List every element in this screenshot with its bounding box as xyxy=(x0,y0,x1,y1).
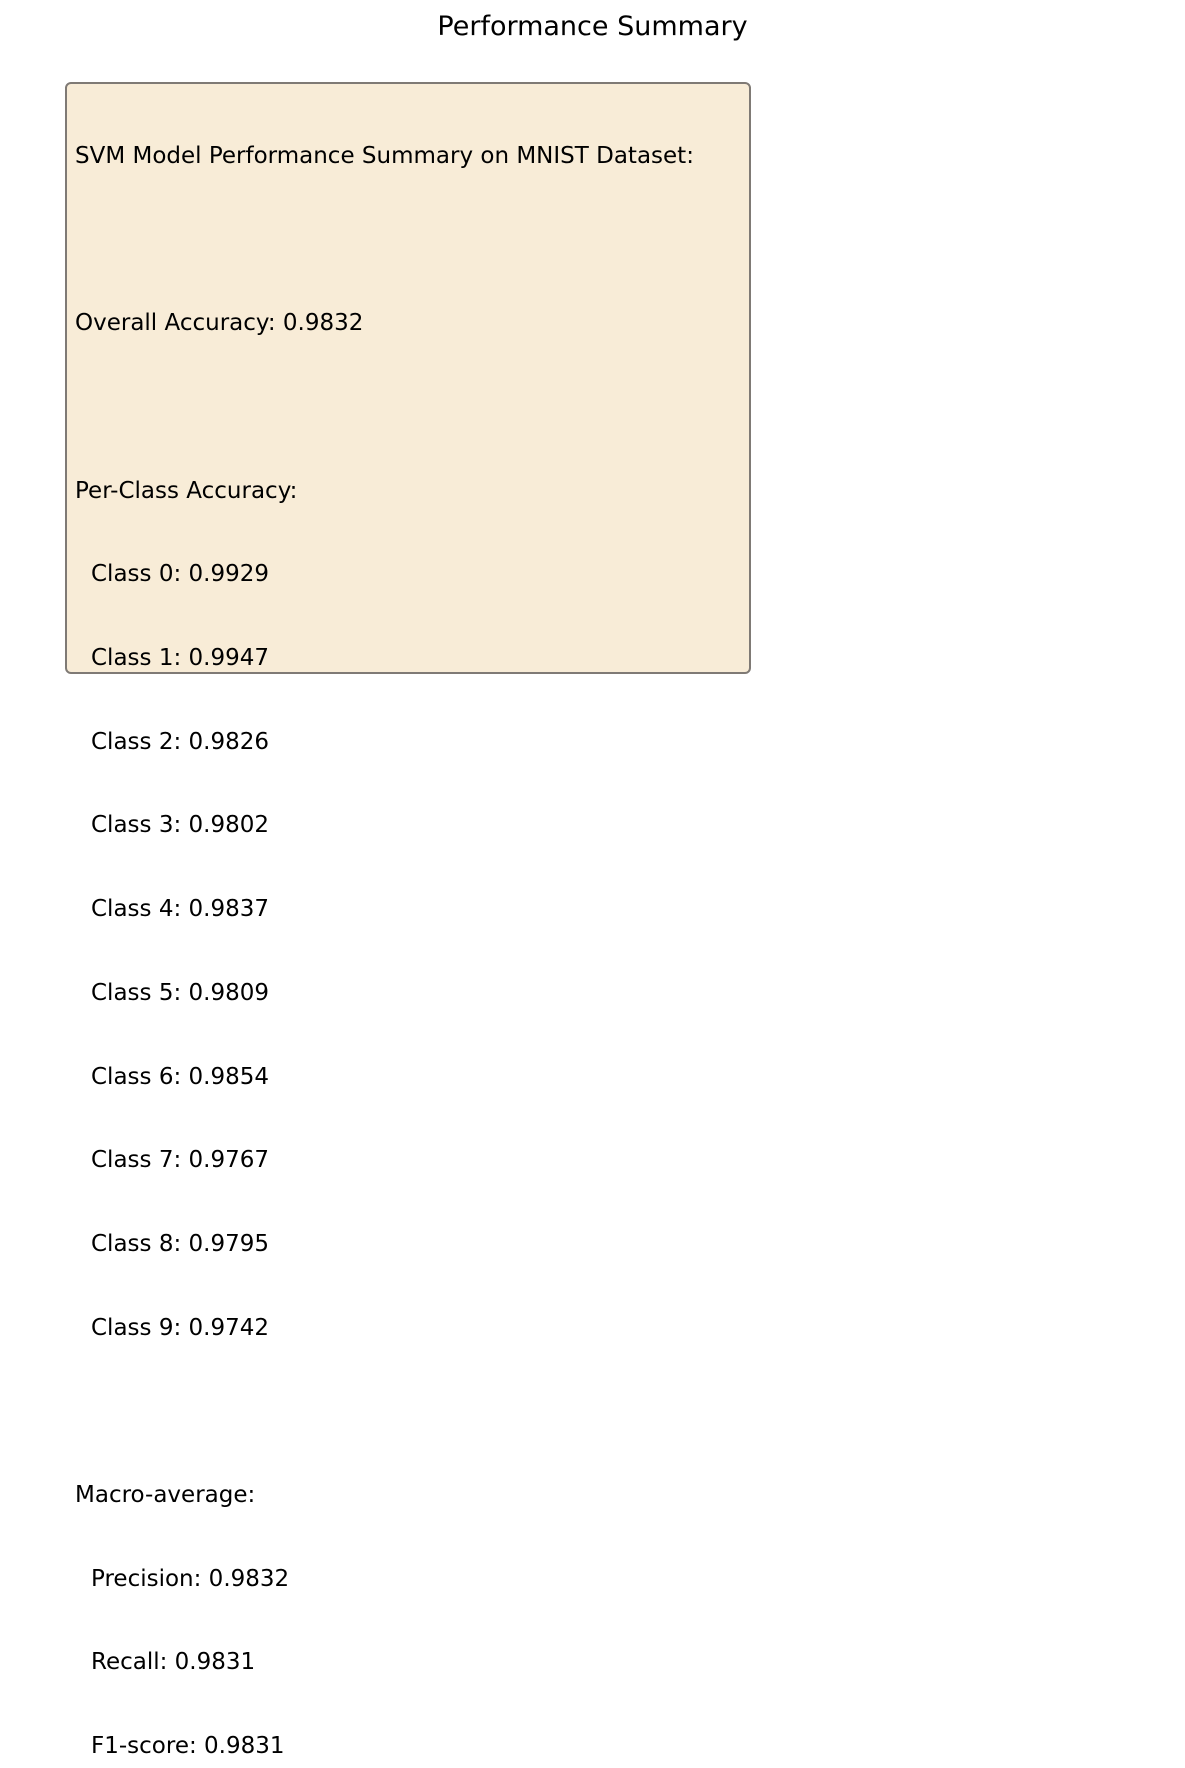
overall-accuracy: Overall Accuracy: 0.9832 xyxy=(75,310,364,337)
class-accuracy-line: Class 4: 0.9837 xyxy=(91,896,269,923)
blank-line xyxy=(75,227,694,255)
macro-average-heading: Macro-average: xyxy=(75,1482,256,1509)
macro-recall: Recall: 0.9831 xyxy=(91,1649,256,1676)
class-accuracy-line: Class 8: 0.9795 xyxy=(91,1230,269,1257)
summary-box: SVM Model Performance Summary on MNIST D… xyxy=(65,82,751,1759)
class-accuracy-line: Class 6: 0.9854 xyxy=(91,1063,269,1090)
class-accuracy-line: Class 5: 0.9809 xyxy=(91,979,269,1006)
class-accuracy-line: Class 1: 0.9947 xyxy=(91,645,269,672)
class-accuracy-line: Class 7: 0.9767 xyxy=(91,1147,269,1174)
summary-heading: SVM Model Performance Summary on MNIST D… xyxy=(75,142,694,169)
blank-line xyxy=(75,394,694,422)
class-accuracy-line: Class 9: 0.9742 xyxy=(91,1314,269,1341)
class-accuracy-line: Class 2: 0.9826 xyxy=(91,728,269,755)
blank-line xyxy=(75,1398,694,1426)
class-accuracy-line: Class 0: 0.9929 xyxy=(91,561,269,588)
figure-title: Performance Summary xyxy=(437,11,748,42)
macro-f1-score: F1-score: 0.9831 xyxy=(91,1733,285,1760)
macro-precision: Precision: 0.9832 xyxy=(91,1565,290,1592)
per-class-heading: Per-Class Accuracy: xyxy=(75,477,298,504)
summary-text: SVM Model Performance Summary on MNIST D… xyxy=(75,87,694,1768)
class-accuracy-line: Class 3: 0.9802 xyxy=(91,812,269,839)
